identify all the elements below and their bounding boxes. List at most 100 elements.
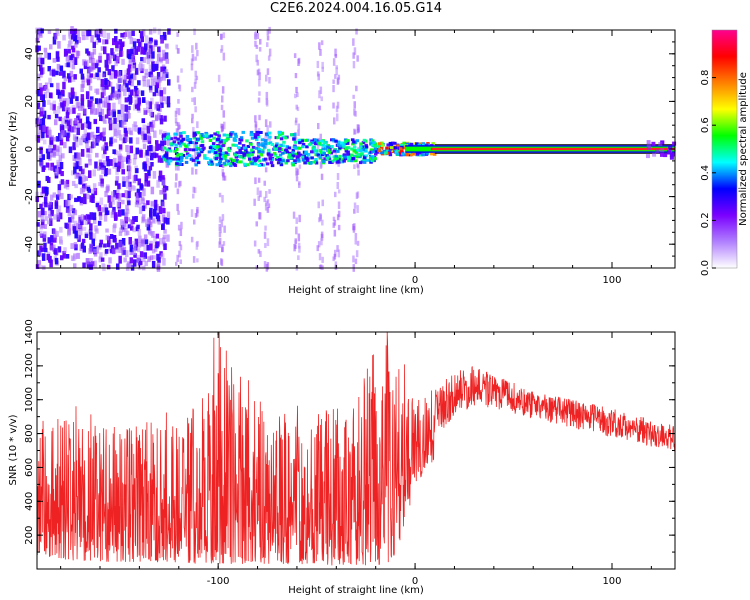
noise-cell (100, 78, 105, 87)
band-cell (365, 158, 370, 162)
band-cell (363, 149, 368, 153)
streak-cell (317, 201, 320, 209)
noise-cell (71, 35, 75, 40)
noise-cell (134, 67, 139, 75)
band-cell (318, 149, 323, 152)
noise-cell (82, 174, 86, 183)
streak-cell (352, 226, 356, 233)
noise-cell (134, 201, 139, 208)
band-cell (391, 141, 395, 145)
noise-cell (134, 125, 138, 132)
noise-cell (38, 82, 43, 91)
band-cell (176, 137, 180, 141)
noise-cell (124, 228, 128, 236)
streak-cell (334, 249, 337, 257)
noise-cell (167, 28, 171, 35)
noise-cell (129, 48, 134, 54)
noise-cell (53, 235, 57, 240)
noise-cell (81, 81, 85, 88)
streak-cell (354, 258, 358, 265)
band-cell (279, 163, 284, 167)
band-cell (301, 145, 305, 149)
noise-cell (66, 62, 70, 68)
noise-cell (92, 135, 97, 140)
noise-cell (141, 205, 146, 212)
band-cell (350, 147, 354, 151)
band-cell (343, 155, 347, 159)
noise-cell (40, 28, 44, 34)
streak-cell (298, 164, 302, 169)
noise-cell (76, 29, 80, 38)
edge-cell (658, 142, 663, 146)
noise-cell (146, 79, 150, 88)
streak-cell (258, 79, 261, 87)
noise-cell (100, 108, 105, 115)
noise-cell (109, 234, 114, 239)
noise-cell (142, 75, 146, 82)
band-cell (405, 152, 409, 156)
noise-cell (144, 260, 148, 267)
noise-cell (77, 37, 81, 43)
noise-cell (67, 222, 71, 229)
band-cell (179, 141, 183, 145)
noise-cell (132, 216, 136, 221)
band-cell (393, 146, 398, 150)
colorbar-tick-label: 0.0 (700, 260, 711, 276)
noise-cell (143, 244, 147, 251)
noise-cell (132, 123, 136, 131)
noise-cell (72, 107, 76, 114)
noise-cell (67, 73, 71, 79)
band-cell (277, 149, 282, 153)
noise-cell (48, 163, 52, 171)
streak-cell (357, 169, 360, 176)
band-cell (297, 151, 301, 155)
noise-cell (101, 100, 106, 108)
band-cell (214, 151, 218, 155)
band-cell (215, 153, 219, 157)
noise-cell (82, 134, 86, 142)
noise-cell (49, 245, 54, 252)
streak-cell (254, 177, 257, 185)
streak-cell (332, 216, 336, 221)
streak-cell (178, 181, 181, 188)
band-cell (249, 133, 254, 137)
streak-cell (176, 203, 179, 212)
band-cell (287, 153, 292, 157)
band-cell (184, 156, 189, 160)
band-cell (351, 142, 355, 146)
band-cell (371, 150, 375, 154)
noise-cell (137, 97, 141, 105)
noise-cell (105, 156, 110, 162)
colorbar-tick-label: 0.8 (700, 70, 711, 86)
band-cell (326, 145, 330, 149)
noise-cell (139, 183, 143, 189)
noise-cell (149, 207, 153, 213)
band-cell (336, 159, 340, 163)
noise-cell (129, 219, 134, 227)
band-cell (297, 138, 302, 142)
noise-cell (65, 254, 70, 259)
noise-cell (89, 57, 93, 64)
noise-cell (139, 31, 144, 39)
band-cell (350, 138, 355, 142)
noise-cell (99, 239, 103, 245)
noise-cell (95, 203, 100, 208)
band-cell (321, 147, 325, 151)
noise-cell (103, 96, 108, 103)
noise-cell (79, 68, 83, 74)
band-cell (186, 143, 191, 147)
band-cell (402, 141, 406, 145)
noise-cell (51, 166, 55, 171)
band-cell (228, 161, 233, 165)
band-cell (243, 162, 247, 166)
band-cell (369, 148, 374, 152)
noise-cell (41, 253, 46, 261)
noise-cell (96, 138, 100, 143)
noise-cell (65, 179, 70, 188)
streak-cell (192, 126, 195, 135)
noise-cell (37, 211, 42, 218)
noise-cell (36, 135, 41, 143)
streak-cell (193, 97, 196, 106)
noise-cell (129, 89, 134, 96)
noise-cell (106, 32, 111, 40)
